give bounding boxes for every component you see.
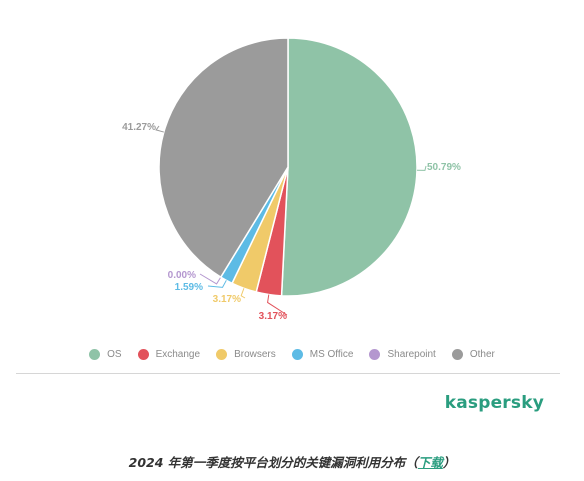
legend-swatch-browsers xyxy=(216,348,228,360)
leader-line-sharepoint xyxy=(199,273,222,285)
legend-item-exchange[interactable]: Exchange xyxy=(137,348,201,360)
legend-label-other: Other xyxy=(469,348,495,360)
kaspersky-logo: kaspersky xyxy=(444,393,544,413)
figure-caption: 2024 年第一季度按平台划分的关键漏洞利用分布（下载） xyxy=(0,452,584,471)
legend-label-os: OS xyxy=(107,348,122,360)
legend-label-exchange: Exchange xyxy=(155,348,201,360)
leader-line-other xyxy=(155,125,164,133)
data-label-browsers: 3.17% xyxy=(213,294,241,305)
legend-label-browsers: Browsers xyxy=(234,348,276,360)
legend-swatch-exchange xyxy=(137,348,149,360)
legend-swatch-os xyxy=(89,348,101,360)
chart-legend: OS Exchange Browsers MS Office Sharepoin… xyxy=(0,345,584,363)
data-label-sharepoint: 0.00% xyxy=(168,270,196,281)
legend-label-ms-office: MS Office xyxy=(309,348,354,360)
data-label-other: 41.27% xyxy=(122,122,156,133)
divider xyxy=(16,373,560,374)
legend-label-sharepoint: Sharepoint xyxy=(387,348,436,360)
legend-item-browsers[interactable]: Browsers xyxy=(216,348,276,360)
download-link[interactable]: 下载 xyxy=(417,455,443,470)
caption-close: ） xyxy=(442,455,456,470)
data-label-exchange: 3.17% xyxy=(259,311,287,322)
legend-item-ms-office[interactable]: MS Office xyxy=(291,348,354,360)
leader-line-ms-office xyxy=(207,280,227,288)
data-label-os: 50.79% xyxy=(427,162,461,173)
legend-swatch-other xyxy=(451,348,463,360)
legend-swatch-ms-office xyxy=(291,348,303,360)
leader-line-browsers xyxy=(240,288,246,299)
pie-chart: 50.79% 3.17% 3.17% 1.59%0.00% 41.27% xyxy=(122,37,461,322)
caption-text: 2024 年第一季度按平台划分的关键漏洞利用分布（ xyxy=(128,455,418,470)
leader-line-os xyxy=(416,165,427,171)
legend-item-os[interactable]: OS xyxy=(89,348,122,360)
legend-swatch-sharepoint xyxy=(369,348,381,360)
legend-item-sharepoint[interactable]: Sharepoint xyxy=(369,348,436,360)
leader-line-exchange xyxy=(267,294,288,316)
legend-item-other[interactable]: Other xyxy=(451,348,495,360)
data-label-ms-office: 1.59% xyxy=(175,282,203,293)
pie-slice-os[interactable] xyxy=(280,37,418,297)
